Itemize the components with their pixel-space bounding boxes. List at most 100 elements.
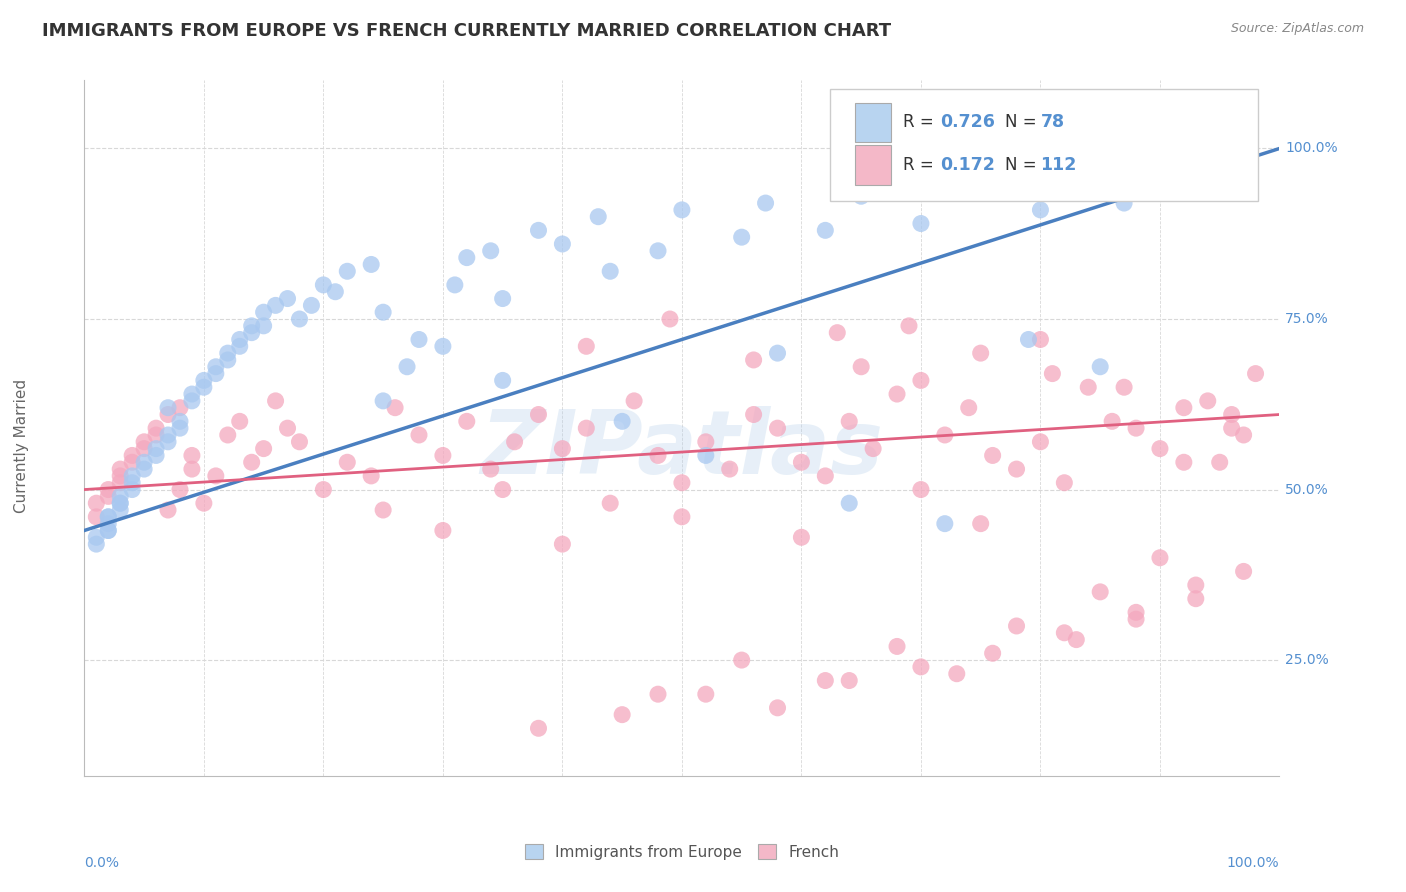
Point <box>240 318 263 333</box>
Text: Currently Married: Currently Married <box>14 379 28 513</box>
Point <box>301 298 323 312</box>
Point <box>157 434 180 449</box>
Point <box>373 305 395 319</box>
Point <box>121 469 143 483</box>
Point <box>1077 380 1099 394</box>
Point <box>145 421 167 435</box>
Text: N =: N = <box>1005 113 1042 131</box>
Point <box>790 530 813 544</box>
Point <box>121 483 143 497</box>
Point <box>86 530 108 544</box>
Point <box>277 421 299 435</box>
Point <box>132 462 156 476</box>
Point <box>277 292 299 306</box>
Point <box>157 401 180 415</box>
Point <box>132 455 156 469</box>
Point <box>1042 367 1064 381</box>
Point <box>253 318 276 333</box>
Point <box>157 503 180 517</box>
Point <box>886 640 908 654</box>
Point <box>110 475 132 490</box>
Point <box>527 223 550 237</box>
Point <box>110 469 132 483</box>
Point <box>647 687 669 701</box>
Point <box>862 442 884 456</box>
Point <box>934 516 956 531</box>
Point <box>492 483 515 497</box>
Point <box>97 483 120 497</box>
Point <box>766 421 789 435</box>
Point <box>623 393 645 408</box>
Point <box>527 721 550 735</box>
Point <box>456 251 478 265</box>
Point <box>169 421 191 435</box>
Point <box>1066 632 1088 647</box>
Point <box>970 182 993 196</box>
Point <box>671 475 693 490</box>
Point <box>731 653 754 667</box>
Point <box>1005 462 1028 476</box>
Point <box>1244 367 1267 381</box>
Point <box>181 387 204 401</box>
Point <box>408 428 430 442</box>
Point <box>695 434 717 449</box>
Text: 78: 78 <box>1040 113 1064 131</box>
Point <box>1053 475 1076 490</box>
Point <box>169 401 191 415</box>
Point <box>886 387 908 401</box>
Point <box>1173 401 1195 415</box>
Text: 75.0%: 75.0% <box>1285 312 1329 326</box>
Point <box>110 496 132 510</box>
Text: Source: ZipAtlas.com: Source: ZipAtlas.com <box>1230 22 1364 36</box>
Point <box>1029 333 1052 347</box>
Point <box>336 264 359 278</box>
Point <box>742 408 765 422</box>
Point <box>1053 625 1076 640</box>
Point <box>575 339 598 353</box>
Point <box>588 210 610 224</box>
Point <box>86 537 108 551</box>
Point <box>132 442 156 456</box>
Point <box>169 483 191 497</box>
Point <box>1090 359 1112 374</box>
Point <box>946 666 969 681</box>
Text: ZIPatlas: ZIPatlas <box>481 406 883 492</box>
Point <box>145 449 167 463</box>
Point <box>671 202 693 217</box>
Point <box>97 509 120 524</box>
Point <box>612 414 634 428</box>
Point <box>432 339 454 353</box>
Point <box>1209 455 1232 469</box>
Point <box>132 434 156 449</box>
Point <box>229 339 252 353</box>
Text: R =: R = <box>903 156 939 174</box>
Text: IMMIGRANTS FROM EUROPE VS FRENCH CURRENTLY MARRIED CORRELATION CHART: IMMIGRANTS FROM EUROPE VS FRENCH CURRENT… <box>42 22 891 40</box>
Point <box>827 326 849 340</box>
Point <box>910 217 932 231</box>
Point <box>934 428 956 442</box>
Point <box>838 673 860 688</box>
Point <box>647 244 669 258</box>
Point <box>444 277 467 292</box>
Point <box>492 292 515 306</box>
Point <box>229 414 252 428</box>
Point <box>981 449 1004 463</box>
Point <box>1149 550 1171 565</box>
Point <box>659 312 682 326</box>
Point <box>456 414 478 428</box>
Point <box>384 401 406 415</box>
Point <box>193 373 215 387</box>
Point <box>551 442 574 456</box>
Point <box>851 359 873 374</box>
Point <box>181 462 204 476</box>
Point <box>205 367 228 381</box>
Text: 0.0%: 0.0% <box>84 856 120 871</box>
Point <box>742 353 765 368</box>
Point <box>325 285 347 299</box>
Point <box>253 305 276 319</box>
Point <box>1149 442 1171 456</box>
Point <box>1005 619 1028 633</box>
Point <box>97 524 120 538</box>
Text: 100.0%: 100.0% <box>1227 856 1279 871</box>
Point <box>121 455 143 469</box>
